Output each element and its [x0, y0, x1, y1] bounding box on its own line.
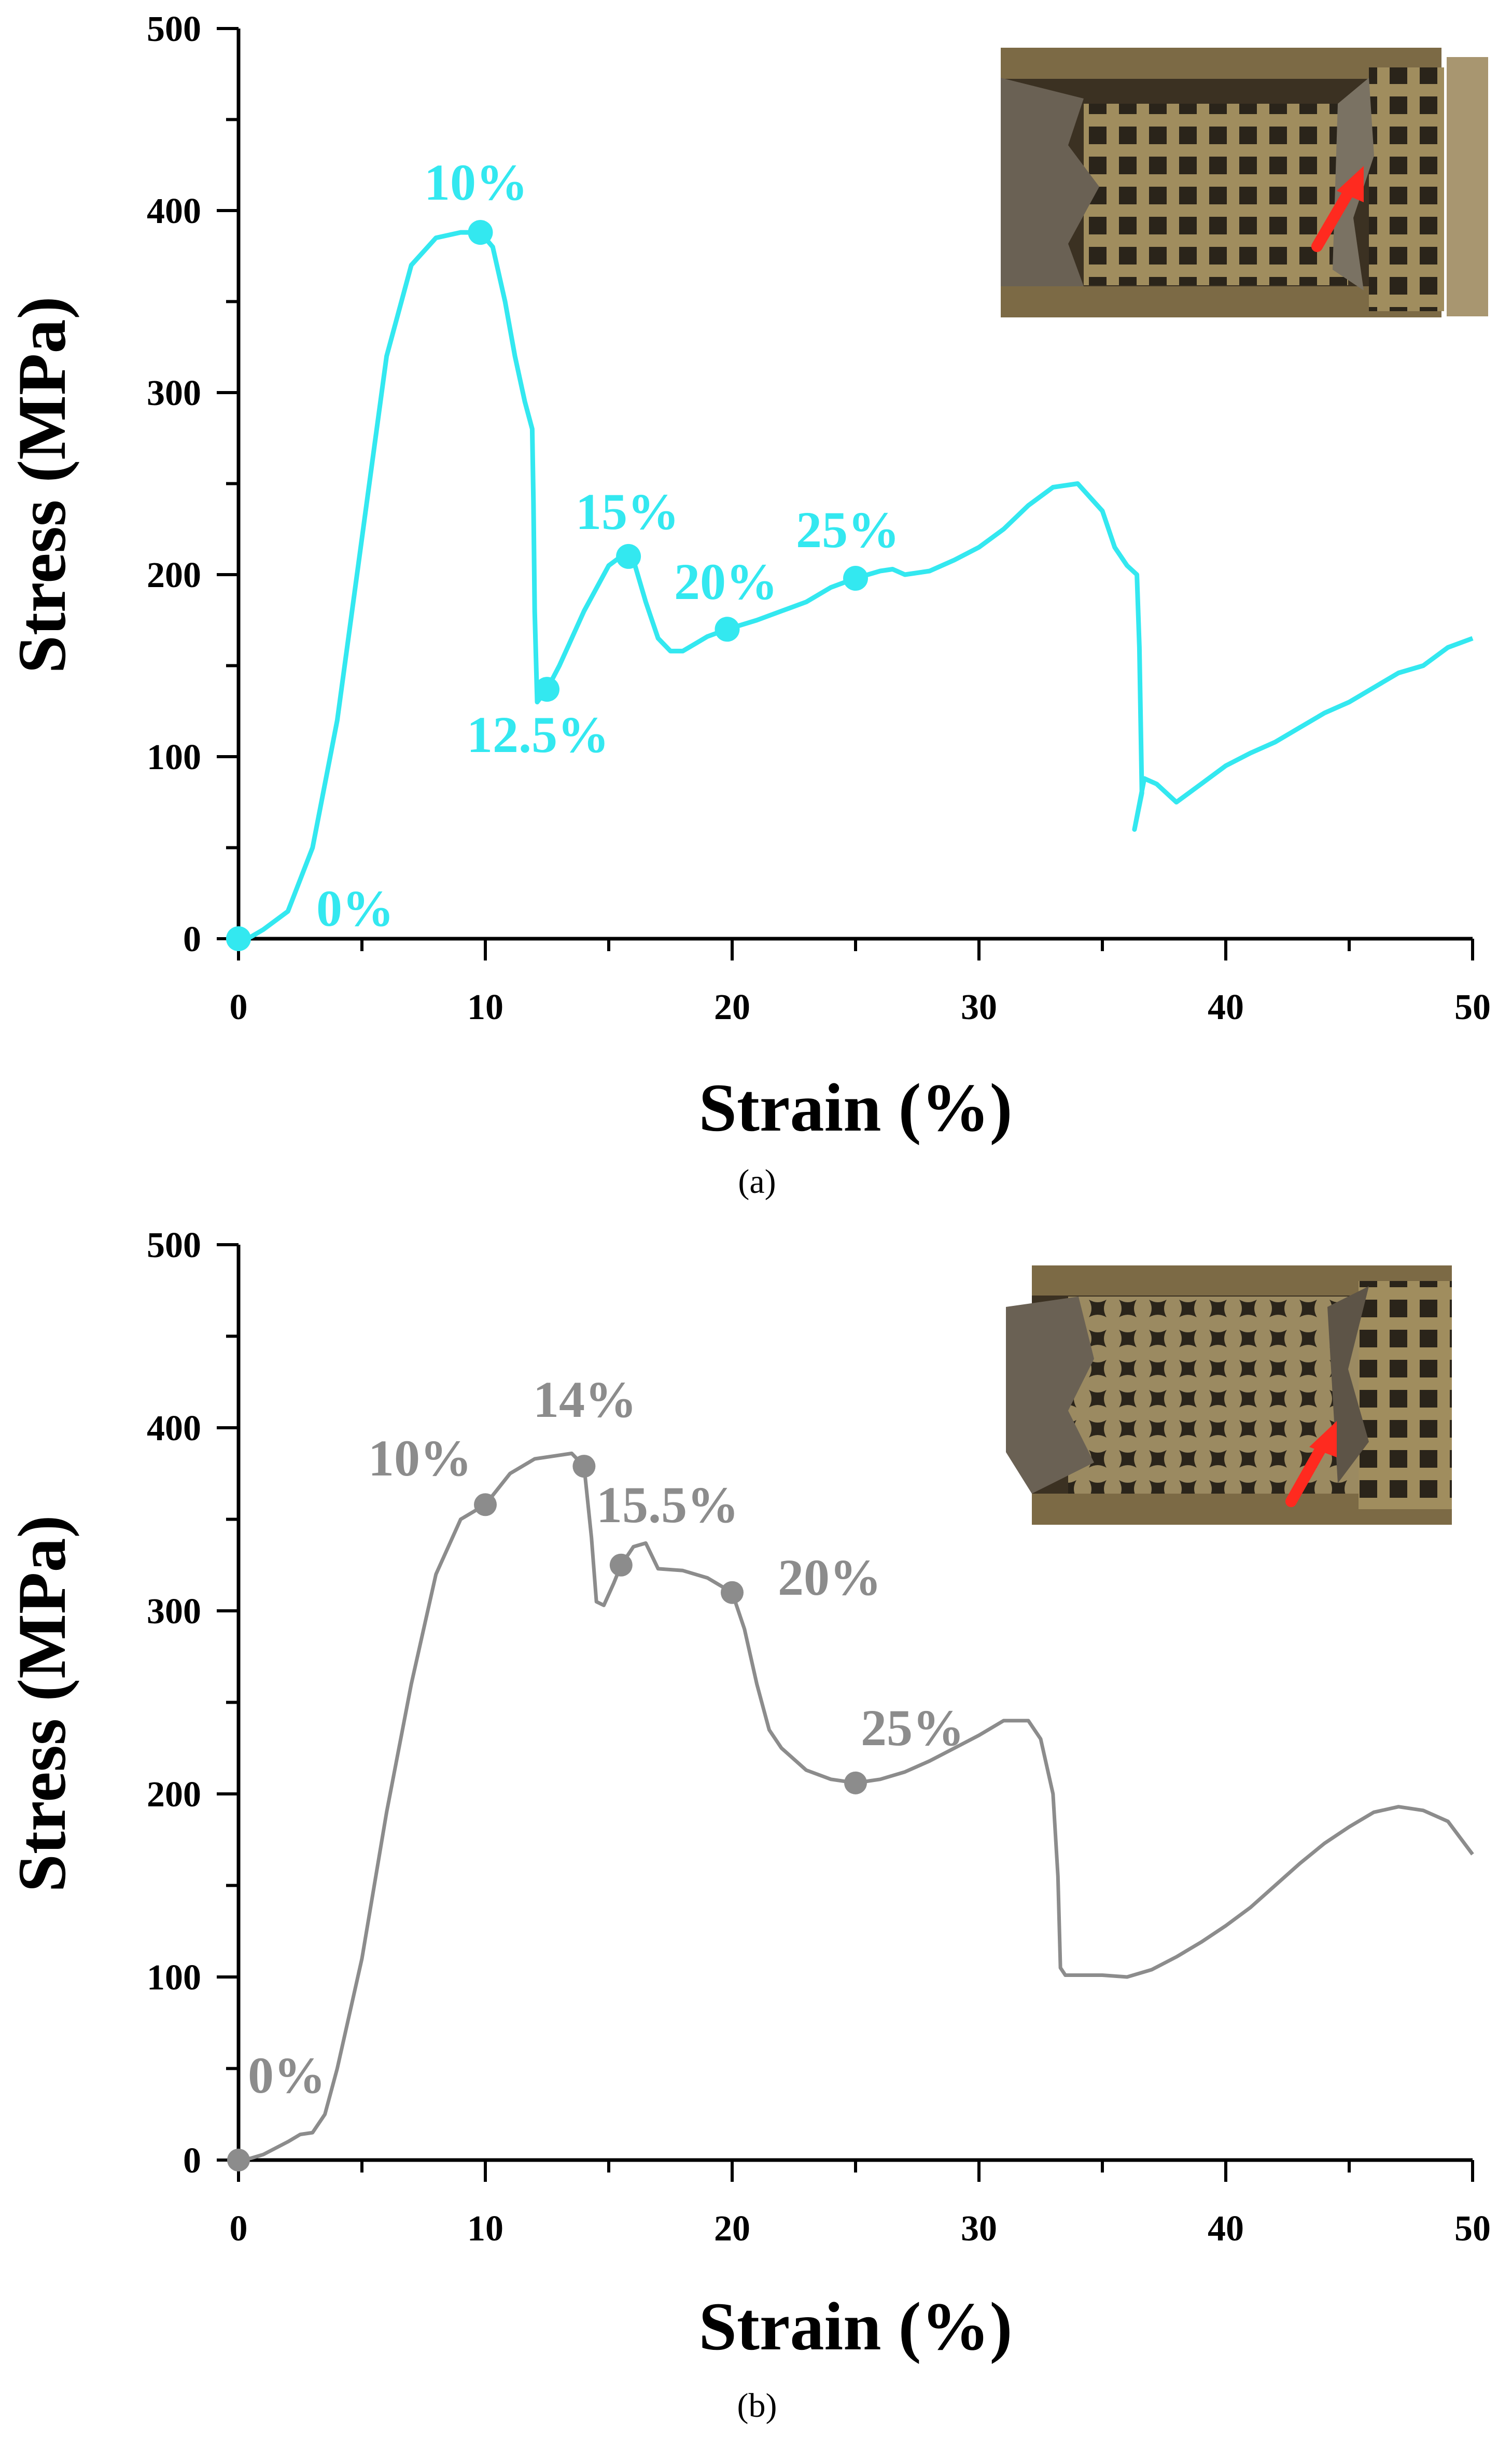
- panel-b-point-3: [609, 1553, 633, 1577]
- panel-a-point-3: [616, 544, 641, 569]
- panel-a-point-label-0: 0%: [316, 880, 394, 937]
- panel-a-point-2: [535, 677, 559, 702]
- panel-a-x-tick-label: 30: [961, 987, 997, 1027]
- panel-b-point-2: [572, 1455, 596, 1478]
- panel-a-label: (a): [738, 1163, 776, 1201]
- panel-a-x-tick-label: 10: [467, 987, 503, 1027]
- panel-b-y-tick-label: 200: [147, 1775, 201, 1815]
- panel-b-point-5: [844, 1771, 867, 1794]
- panel-b-x-tick-label: 30: [961, 2209, 997, 2249]
- panel-a-points: [226, 220, 868, 951]
- panel-b-y-tick-label: 0: [183, 2141, 201, 2181]
- panel-b-y-tick-label: 500: [147, 1226, 201, 1265]
- panel-a-x-tick-label: 40: [1208, 987, 1244, 1027]
- panel-b-stress-strain-line: [238, 1451, 1474, 2162]
- panel-a-point-label-1: 10%: [424, 154, 528, 211]
- panel-a-x-tick-label: 50: [1454, 987, 1491, 1027]
- panel-b-points: [227, 1455, 867, 2171]
- panel-a-point-1: [468, 220, 493, 245]
- panel-b-point-1: [474, 1493, 497, 1516]
- panel-b-x-tick-label: 20: [714, 2209, 750, 2249]
- panel-a-y-axis-title: Stress (MPa): [4, 296, 80, 673]
- panel-b-point-label-2: 14%: [533, 1371, 637, 1428]
- panel-b-y-tick-label: 100: [147, 1958, 201, 1998]
- panel-b-point-label-3: 15.5%: [596, 1476, 739, 1534]
- panel-b-y-tick-label: 300: [147, 1592, 201, 1632]
- panel-a-y-tick-label: 300: [147, 373, 201, 413]
- panel-b-point-label-5: 25%: [861, 1699, 964, 1757]
- panel-b-y-axis-title: Stress (MPa): [4, 1515, 80, 1892]
- panel-a-y-tick-label: 200: [147, 555, 201, 595]
- panel-a-x-tick-label: 0: [230, 987, 248, 1027]
- panel-a-point-label-4: 20%: [674, 553, 778, 610]
- panel-a-y-tick-label: 400: [147, 191, 201, 231]
- panel-a-y-tick-label: 0: [183, 920, 201, 959]
- panel-a-point-label-3: 15%: [576, 483, 679, 540]
- panel-b-y-tick-label: 400: [147, 1409, 201, 1449]
- panel-a-x-tick-label: 20: [714, 987, 750, 1027]
- panel-a-point-label-2: 12.5%: [467, 706, 609, 763]
- panel-b-x-tick-label: 40: [1208, 2209, 1244, 2249]
- panel-b-x-tick-label: 10: [467, 2209, 503, 2249]
- panel-a-x-axis-title: Strain (%): [699, 1069, 1013, 1146]
- panel-b-x-tick-label: 50: [1454, 2209, 1491, 2249]
- panel-b-label: (b): [737, 2387, 777, 2425]
- panel-b-point-0: [227, 2149, 250, 2171]
- panel-b-point-label-1: 10%: [368, 1429, 472, 1487]
- panel-b-point-4: [721, 1581, 744, 1604]
- panel-a-point-0: [226, 926, 251, 951]
- panel-a-point-5: [843, 566, 868, 591]
- panel-b-point-label-4: 20%: [778, 1549, 881, 1606]
- panel-a-point-4: [715, 617, 740, 642]
- panel-a-y-tick-label: 100: [147, 737, 201, 777]
- panel-a-y-tick-label: 500: [147, 9, 201, 49]
- panel-b-point-label-0: 0%: [248, 2046, 326, 2104]
- panel-b-inset-photo: [1006, 1265, 1452, 1525]
- panel-a-point-label-5: 25%: [796, 501, 900, 559]
- panel-b-x-tick-label: 0: [230, 2209, 248, 2249]
- panel-b-x-axis-title: Strain (%): [699, 2288, 1013, 2364]
- panel-a-inset-photo: [1001, 48, 1488, 317]
